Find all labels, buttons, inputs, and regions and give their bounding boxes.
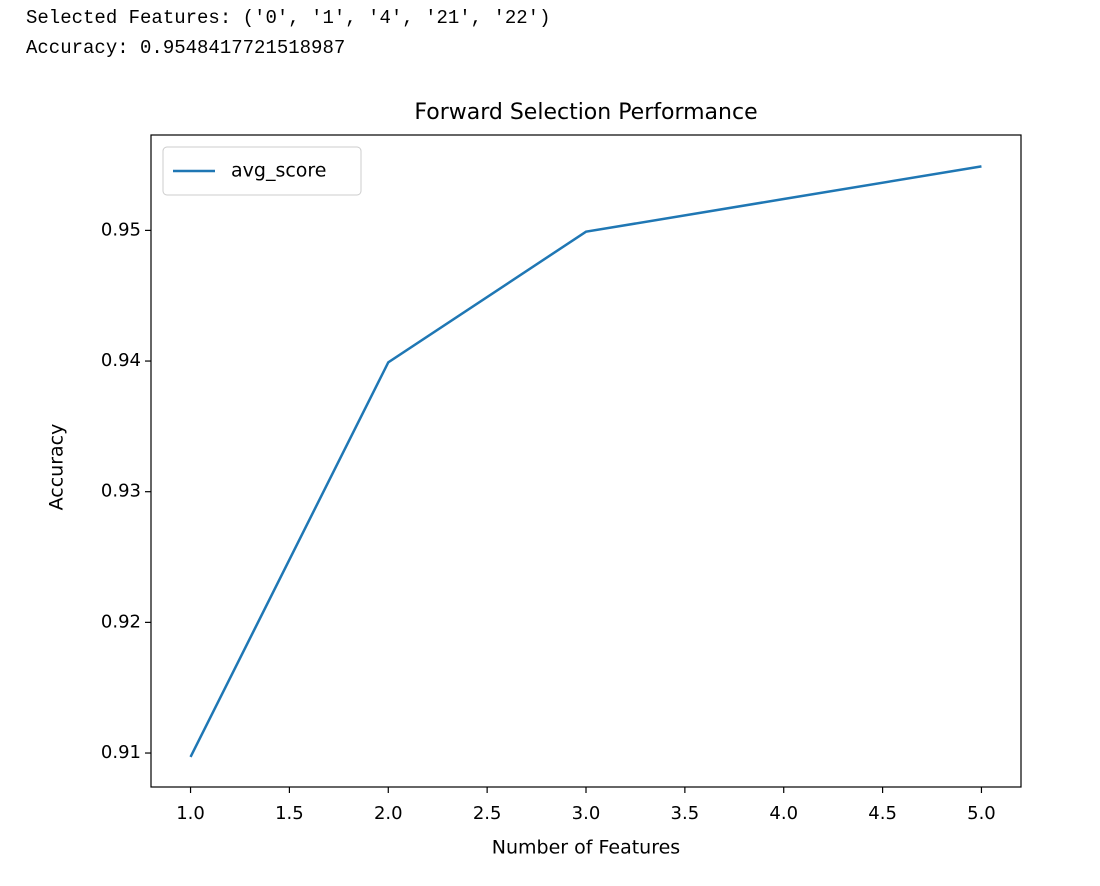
x-tick-label: 3.5 [671, 803, 700, 824]
y-tick-label: 0.95 [101, 219, 141, 240]
x-tick-label: 4.5 [868, 803, 897, 824]
x-tick-label: 5.0 [967, 803, 996, 824]
y-tick-label: 0.92 [101, 611, 141, 632]
chart-title: Forward Selection Performance [414, 100, 757, 125]
y-tick-label: 0.94 [101, 350, 141, 371]
x-tick-label: 4.0 [769, 803, 798, 824]
x-tick-label: 1.0 [176, 803, 205, 824]
output-line: Accuracy: 0.9548417721518987 [26, 37, 345, 59]
x-axis-label: Number of Features [492, 837, 680, 859]
line-series [189, 165, 982, 758]
legend-box [162, 146, 362, 196]
y-tick-label: 0.93 [101, 481, 141, 502]
x-tick-label: 3.0 [572, 803, 601, 824]
x-tick-label: 2.0 [374, 803, 403, 824]
x-tick-label: 2.5 [473, 803, 502, 824]
x-tick-label: 1.5 [275, 803, 304, 824]
y-tick-label: 0.91 [101, 742, 141, 763]
y-axis-label: Accuracy [46, 424, 68, 511]
legend-label: avg_score [231, 160, 327, 182]
output-line: Selected Features: ('0', '1', '4', '21',… [26, 7, 551, 29]
